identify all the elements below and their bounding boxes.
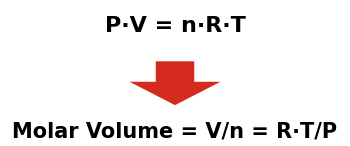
Text: Molar Volume = V/n = R·T/P: Molar Volume = V/n = R·T/P xyxy=(13,121,337,141)
Text: P·V = n·R·T: P·V = n·R·T xyxy=(105,16,245,36)
Polygon shape xyxy=(130,61,220,105)
